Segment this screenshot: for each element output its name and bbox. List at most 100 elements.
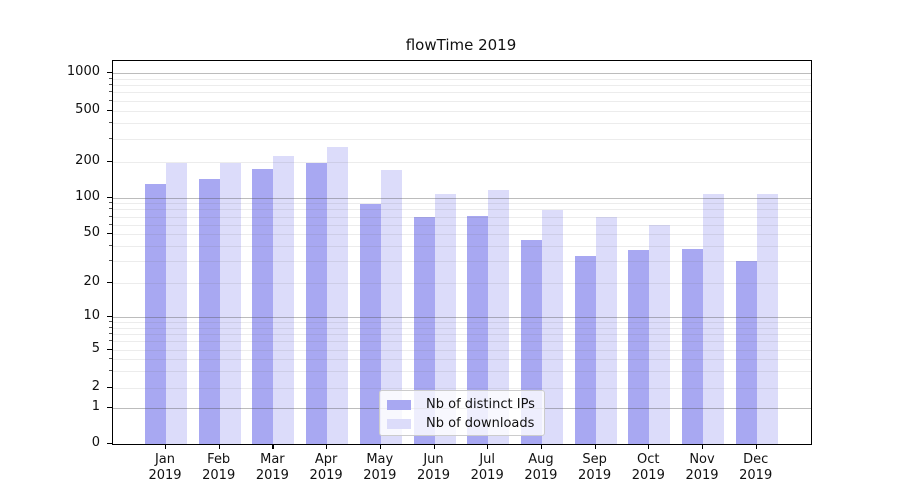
y-axis-minor-tick bbox=[109, 122, 112, 124]
y-axis-tick-label: 1 bbox=[91, 399, 100, 415]
gridline-minor bbox=[113, 161, 811, 163]
x-axis-tick-label: Apr 2019 bbox=[309, 452, 343, 483]
plot-area bbox=[112, 60, 812, 445]
y-axis-minor-tick bbox=[109, 208, 112, 210]
y-axis-minor-tick bbox=[109, 99, 112, 101]
y-axis-tick-label: 10 bbox=[83, 308, 100, 323]
y-axis-minor-tick bbox=[109, 332, 112, 334]
bar-distinct-ips-nov bbox=[682, 248, 703, 444]
x-axis-tick bbox=[755, 444, 757, 449]
bar-distinct-ips-jul bbox=[467, 215, 489, 444]
y-axis-minor-tick bbox=[109, 326, 112, 328]
y-axis-minor-tick bbox=[109, 370, 112, 372]
y-axis-minor-tick bbox=[109, 260, 112, 262]
gridline-minor bbox=[113, 111, 811, 112]
y-axis-tick bbox=[107, 281, 112, 283]
gridline-minor bbox=[113, 139, 811, 141]
bar-downloads-oct bbox=[649, 224, 671, 444]
y-axis-minor-tick bbox=[109, 223, 112, 225]
x-axis-tick bbox=[326, 444, 328, 449]
legend-label-distinct-ips: Nb of distinct IPs bbox=[426, 397, 535, 412]
x-axis-tick bbox=[433, 444, 435, 449]
y-axis-minor-tick bbox=[109, 91, 112, 93]
legend-swatch-downloads bbox=[387, 418, 411, 429]
y-axis-minor-tick bbox=[109, 84, 112, 86]
y-axis-minor-tick bbox=[109, 340, 112, 342]
y-axis-tick-label: 50 bbox=[83, 225, 100, 241]
gridline-minor bbox=[113, 78, 811, 80]
bar-downloads-aug bbox=[541, 210, 563, 444]
bar-downloads-jul bbox=[488, 189, 510, 444]
bar-distinct-ips-sep bbox=[574, 256, 596, 444]
bar-downloads-dec bbox=[756, 193, 778, 444]
y-axis-tick bbox=[107, 71, 112, 73]
bar-distinct-ips-mar bbox=[252, 169, 274, 444]
bar-downloads-apr bbox=[327, 147, 349, 444]
x-axis-tick bbox=[379, 444, 381, 449]
legend-item-distinct-ips: Nb of distinct IPs bbox=[387, 395, 536, 414]
y-axis-minor-tick bbox=[109, 321, 112, 323]
bar-downloads-jun bbox=[434, 193, 456, 444]
bar-distinct-ips-apr bbox=[306, 162, 328, 444]
bar-distinct-ips-dec bbox=[735, 261, 757, 444]
legend: Nb of distinct IPs Nb of downloads bbox=[379, 390, 545, 436]
y-axis-tick-label: 2 bbox=[91, 378, 100, 394]
x-axis-tick bbox=[540, 444, 543, 449]
x-axis-tick-label: Jan 2019 bbox=[148, 452, 182, 483]
y-axis-tick bbox=[107, 196, 112, 198]
x-axis-tick-label: Aug 2019 bbox=[524, 452, 558, 483]
x-axis-tick-label: Dec 2019 bbox=[739, 452, 773, 483]
legend-swatch-distinct-ips bbox=[387, 399, 411, 410]
y-axis-tick bbox=[107, 316, 112, 318]
bar-downloads-jan bbox=[166, 162, 187, 444]
x-axis-tick-label: Sep 2019 bbox=[578, 452, 612, 483]
bar-downloads-mar bbox=[273, 156, 295, 444]
y-axis-tick-label: 0 bbox=[91, 435, 100, 450]
y-axis-tick bbox=[107, 233, 112, 235]
y-axis-tick bbox=[107, 443, 112, 445]
x-axis-tick bbox=[648, 444, 650, 449]
y-axis-minor-tick bbox=[109, 245, 112, 247]
bar-distinct-ips-feb bbox=[198, 179, 220, 444]
x-axis-tick-label: Oct 2019 bbox=[631, 452, 665, 483]
y-axis-tick bbox=[107, 110, 112, 112]
y-axis-tick bbox=[107, 386, 112, 388]
y-axis-tick bbox=[107, 407, 112, 409]
y-axis-tick-label: 5 bbox=[91, 341, 100, 356]
y-axis-minor-tick bbox=[109, 215, 112, 217]
x-axis-tick-label: Nov 2019 bbox=[685, 452, 719, 483]
legend-label-downloads: Nb of downloads bbox=[426, 416, 535, 431]
y-axis-tick bbox=[107, 160, 112, 162]
y-axis-tick-label: 20 bbox=[83, 273, 100, 289]
x-axis-tick bbox=[272, 444, 274, 449]
y-axis-tick-label: 200 bbox=[75, 152, 100, 168]
bar-distinct-ips-jun bbox=[413, 217, 435, 444]
y-axis-tick bbox=[107, 349, 112, 351]
bar-distinct-ips-oct bbox=[628, 250, 650, 444]
bar-downloads-nov bbox=[703, 194, 724, 444]
gridline-minor bbox=[113, 85, 811, 87]
gridline-minor bbox=[113, 100, 811, 102]
bar-downloads-feb bbox=[219, 162, 241, 444]
x-axis-tick bbox=[594, 444, 596, 449]
bar-distinct-ips-may bbox=[359, 203, 381, 444]
y-axis-minor-tick bbox=[109, 202, 112, 204]
gridline-minor bbox=[113, 123, 811, 125]
gridline-major bbox=[113, 72, 811, 74]
y-axis-minor-tick bbox=[109, 77, 112, 79]
x-axis-tick bbox=[487, 444, 489, 449]
x-axis-tick-label: Jul 2019 bbox=[470, 452, 504, 483]
bar-downloads-sep bbox=[595, 216, 617, 444]
x-axis-tick-label: Jun 2019 bbox=[416, 452, 451, 483]
x-axis-tick-label: Feb 2019 bbox=[202, 452, 236, 483]
x-axis-tick-label: May 2019 bbox=[363, 452, 397, 483]
x-axis-tick-label: Mar 2019 bbox=[255, 452, 289, 483]
gridline-minor bbox=[113, 92, 811, 94]
y-axis-tick-label: 1000 bbox=[66, 63, 100, 79]
y-axis-minor-tick bbox=[109, 138, 112, 140]
x-axis-tick bbox=[165, 444, 167, 449]
legend-item-downloads: Nb of downloads bbox=[387, 414, 536, 433]
x-axis-tick bbox=[218, 444, 220, 449]
bar-distinct-ips-jan bbox=[145, 184, 166, 444]
bar-downloads-may bbox=[380, 170, 402, 444]
